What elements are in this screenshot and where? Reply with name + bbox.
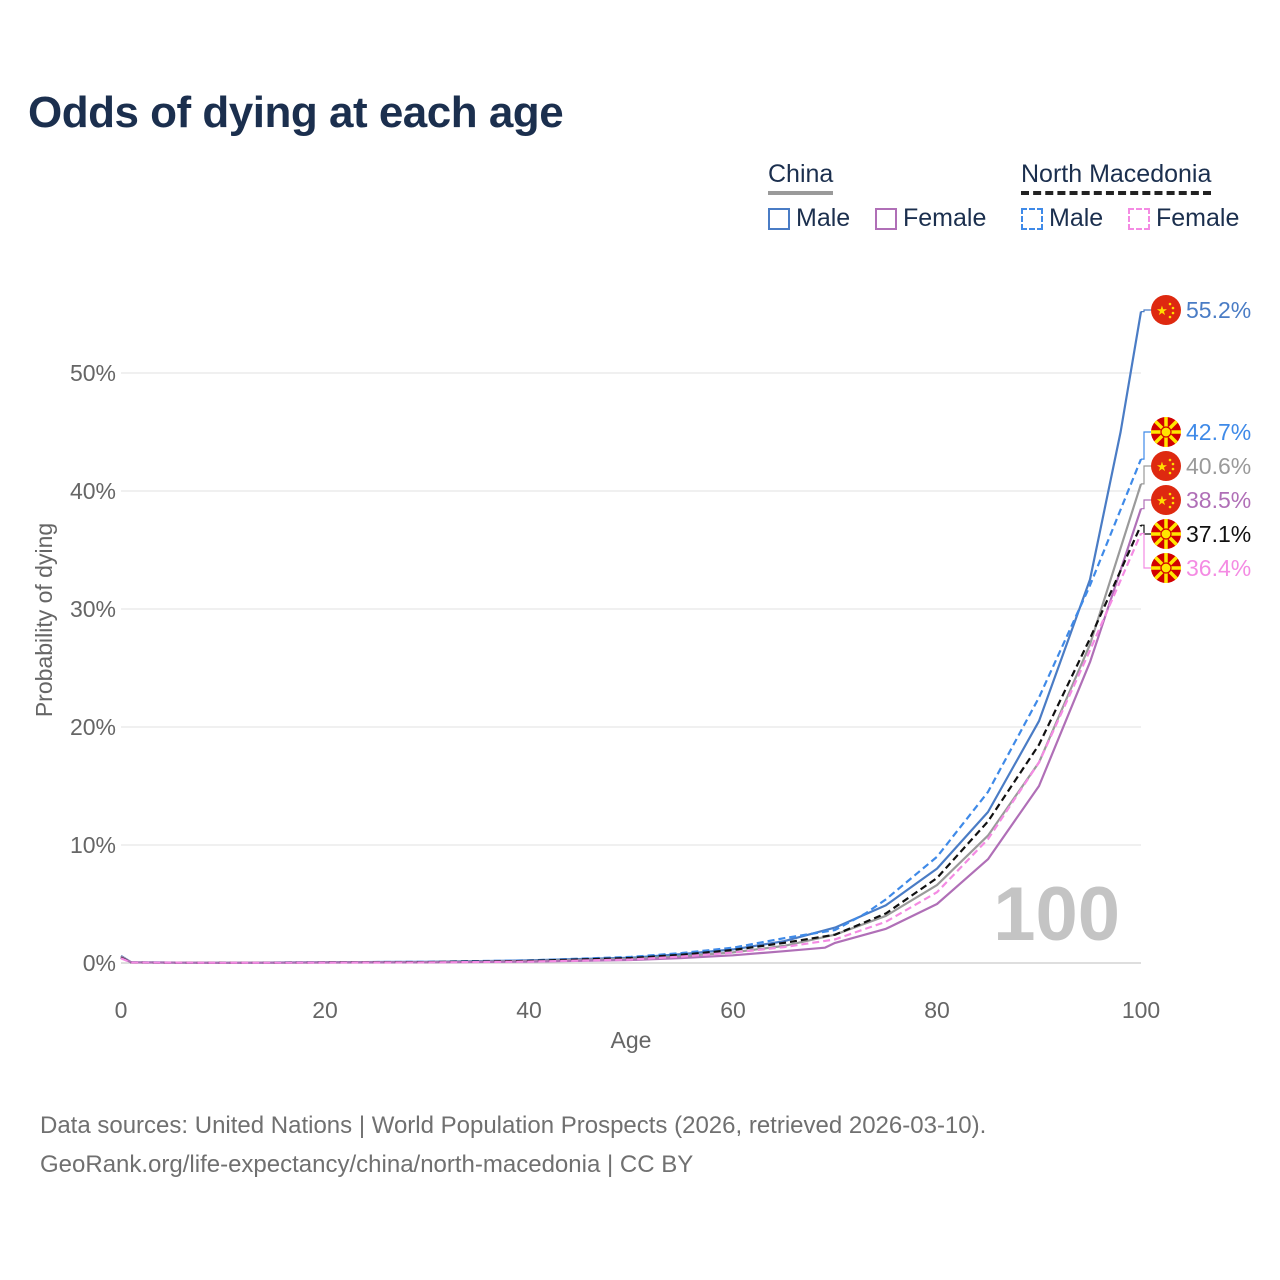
leader-line [1141,309,1153,313]
legend-label-china-female: Female [903,204,987,232]
x-tick-label: 100 [1122,997,1160,1023]
x-tick-label: 40 [516,997,542,1023]
y-tick-label: 10% [70,832,116,858]
china-flag-icon: ★ [1151,451,1181,481]
chart-title: Odds of dying at each age [28,88,564,137]
y-tick-label: 30% [70,596,116,622]
series-line-nm-male [120,458,1143,964]
end-label-leaders [1141,309,1153,569]
end-label-china-male: 55.2% [1186,297,1251,323]
legend-swatch-nm-female [1128,207,1150,230]
legend-label-nm-female: Female [1156,204,1240,232]
legend-label-china-male: Male [796,204,851,232]
legend-china-label: China [768,160,834,195]
x-axis-ticks: 0 20 40 60 80 100 [115,997,1161,1023]
legend-swatch-china-female [875,207,897,230]
footer: Data sources: United Nations | World Pop… [40,1106,986,1184]
legend-swatch-china-male [768,207,790,230]
end-label-china-total: 40.6% [1186,453,1251,479]
legend-item-china-male[interactable]: Male [768,204,850,233]
leader-line [1141,431,1153,460]
series-line-nm-female [120,533,1143,964]
legend-item-nm-male[interactable]: Male [1021,204,1103,233]
y-axis-title: Probability of dying [31,523,57,717]
x-axis-title: Age [611,1027,652,1053]
y-axis-ticks: 0% 10% 20% 30% 40% 50% [70,360,116,976]
series-line-nm-total [120,524,1143,964]
series-lines [120,311,1143,964]
x-tick-label: 60 [720,997,746,1023]
y-tick-label: 40% [70,478,116,504]
legend-item-china-female[interactable]: Female [875,204,986,233]
footer-link[interactable]: GeoRank.org/life-expectancy/china/north-… [40,1151,694,1178]
end-labels: ★ 55.2% 42.7% ★ 40.6% ★ 38.5% 37.1% 36.4% [1151,295,1251,583]
svg-text:★: ★ [1156,460,1168,475]
leader-line [1141,465,1153,485]
age-watermark: 100 [993,872,1120,957]
end-label-nm-total: 37.1% [1186,521,1251,547]
end-label-nm-male: 42.7% [1186,419,1251,445]
footer-source: Data sources: United Nations | World Pop… [40,1112,987,1139]
north-macedonia-flag-icon [1151,417,1181,447]
leader-line [1141,499,1153,510]
legend-nm-label: North Macedonia [1021,160,1212,195]
china-flag-icon: ★ [1151,295,1181,325]
legend-group-china: China [768,160,834,195]
series-line-china-female [120,508,1143,964]
china-flag-icon: ★ [1151,485,1181,515]
legend-group-north-macedonia: North Macedonia [1021,160,1212,195]
svg-text:★: ★ [1156,494,1168,509]
series-line-china-male [120,311,1143,964]
series-line-china-total [120,483,1143,964]
legend-item-nm-female[interactable]: Female [1128,204,1239,233]
leader-line [1141,532,1153,569]
legend-swatch-nm-male [1021,207,1043,230]
x-tick-label: 80 [924,997,950,1023]
y-tick-label: 20% [70,714,116,740]
leader-line [1141,524,1153,535]
y-tick-label: 50% [70,360,116,386]
y-tick-label: 0% [83,950,116,976]
end-label-china-female: 38.5% [1186,487,1251,513]
north-macedonia-flag-icon [1151,519,1181,549]
gridlines [121,372,1141,964]
end-label-nm-female: 36.4% [1186,555,1251,581]
x-tick-label: 0 [115,997,128,1023]
svg-text:★: ★ [1156,304,1168,319]
legend-label-nm-male: Male [1049,204,1104,232]
north-macedonia-flag-icon [1151,553,1181,583]
x-tick-label: 20 [312,997,338,1023]
